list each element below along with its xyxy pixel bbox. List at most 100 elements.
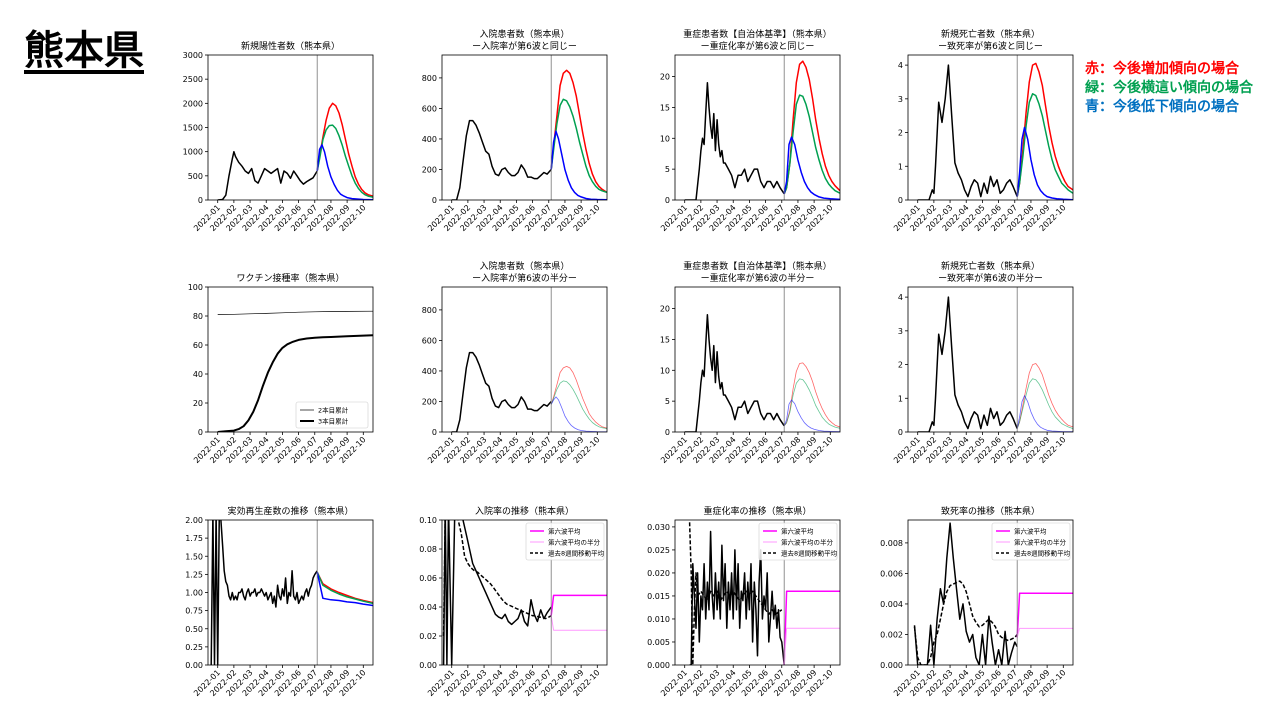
y-tick-label: 0.04 (419, 603, 437, 612)
series-line-blue (783, 136, 840, 200)
legend-label: 第六波平均 (548, 527, 581, 536)
chart-subtitle: ー重症化率が第6波の半分ー (701, 272, 815, 284)
y-tick-label: 0.10 (419, 516, 437, 525)
chart-hosp-rate: 入院率の推移（熊本県）0.000.020.040.060.080.102022-… (419, 505, 608, 698)
chart-title: 重症化率の推移（熊本県） (703, 505, 811, 517)
y-tick-label: 400 (422, 135, 437, 144)
y-tick-label: 0.025 (647, 546, 670, 555)
series-line-blue (783, 399, 840, 432)
plot-area (451, 69, 607, 200)
series-line-green (1016, 378, 1073, 429)
series-line-black (217, 310, 373, 315)
y-tick-label: 600 (422, 336, 437, 345)
series-line-blue (1016, 126, 1073, 200)
chart-title: 重症患者数【自治体基準】（熊本県） (683, 28, 832, 40)
legend-label: 第六波平均 (781, 527, 814, 536)
scenario-legend: 赤：今後増加傾向の場合 緑：今後横這い傾向の場合 青：今後低下傾向の場合 (1085, 60, 1253, 117)
y-tick-label: 0.002 (880, 630, 903, 639)
plot-area (442, 520, 607, 665)
y-tick-label: 0 (198, 196, 203, 205)
y-tick-label: 600 (422, 104, 437, 113)
chart-title: 入院患者数（熊本県） (479, 28, 569, 40)
chart-legend: 2本目累計 3本目累計 (295, 401, 369, 429)
legend-label: 過去8週間移動平均 (1014, 549, 1071, 558)
series-line-red (1016, 62, 1073, 197)
series-line-green (550, 98, 607, 194)
y-tick-label: 0.00 (419, 661, 437, 670)
series-line-black (684, 82, 785, 200)
y-tick-label: 0.030 (647, 523, 670, 532)
series-line-green (316, 571, 373, 605)
y-tick-label: 5 (665, 397, 670, 406)
chart-subtitle: ー重症化率が第6波と同じー (701, 40, 815, 52)
scenario-blue-note: 青：今後低下傾向の場合 (1085, 99, 1239, 115)
y-tick-label: 0.004 (880, 600, 903, 609)
y-tick-label: 3000 (183, 51, 203, 60)
series-line-blue (316, 572, 373, 607)
y-tick-label: 0.08 (419, 545, 437, 554)
y-tick-label: 0 (898, 196, 903, 205)
chart-subtitle: ー入院率が第6波の半分ー (472, 272, 577, 284)
y-tick-label: 0.006 (880, 569, 903, 578)
legend-label: 第六波平均の半分 (781, 538, 834, 547)
plot-frame (674, 286, 841, 433)
plot-frame (441, 286, 608, 433)
chart-title: 入院率の推移（熊本県） (475, 505, 574, 517)
y-tick-label: 3 (898, 95, 903, 104)
series-line-red (550, 365, 607, 429)
plot-area (917, 296, 1073, 432)
chart-title: 致死率の推移（熊本県） (941, 505, 1040, 517)
y-tick-label: 0.015 (647, 592, 670, 601)
y-tick-label: 40 (193, 370, 203, 379)
series-line-blue (550, 396, 607, 432)
plot-frame (207, 54, 374, 201)
chart-title: 新規死亡者数（熊本県） (941, 28, 1040, 40)
y-tick-label: 15 (660, 103, 670, 112)
y-tick-label: 800 (422, 74, 437, 83)
series-line-green (783, 94, 840, 195)
y-tick-label: 0.02 (419, 632, 437, 641)
y-tick-label: 2500 (183, 75, 203, 84)
series-line-green (783, 378, 840, 429)
y-tick-label: 1.00 (185, 589, 203, 598)
y-tick-label: 800 (422, 306, 437, 315)
series-line-red (316, 102, 373, 197)
y-tick-label: 1 (898, 162, 903, 171)
series-line-black (688, 522, 783, 665)
plot-frame (207, 519, 374, 666)
legend-label: 第六波平均 (1014, 527, 1047, 536)
legend-label: 3本目累計 (318, 417, 349, 426)
plot-frame (907, 286, 1074, 433)
series-line-green (316, 124, 373, 198)
series-line-pink (1016, 627, 1073, 638)
chart-title: 新規死亡者数（熊本県） (941, 260, 1040, 272)
y-tick-label: 20 (193, 399, 203, 408)
chart-title: 重症患者数【自治体基準】（熊本県） (683, 260, 832, 272)
plot-area (210, 520, 373, 665)
y-tick-label: 4 (898, 293, 903, 302)
series-line-red (783, 362, 840, 428)
series-line-black (451, 119, 552, 200)
chart-hosp-same: 入院患者数（熊本県）ー入院率が第6波と同じー02004006008002022-… (422, 28, 608, 233)
y-tick-label: 100 (188, 283, 203, 292)
y-tick-label: 0.75 (185, 607, 203, 616)
chart-hosp-half: 入院患者数（熊本県）ー入院率が第6波の半分ー02004006008002022-… (422, 260, 608, 465)
plot-frame (674, 519, 841, 666)
series-line-black (913, 522, 1018, 665)
chart-new-cases: 新規陽性者数（熊本県）0500100015002000250030002022-… (183, 40, 374, 233)
y-tick-label: 60 (193, 341, 203, 350)
y-tick-label: 1.50 (185, 552, 203, 561)
y-tick-label: 10 (660, 366, 670, 375)
chart-title: 実効再生産数の推移（熊本県） (227, 505, 353, 517)
scenario-green-note: 緑：今後横這い傾向の場合 (1085, 80, 1253, 96)
series-line-black (217, 334, 373, 432)
y-tick-label: 0.06 (419, 574, 437, 583)
chart-subtitle: ー致死率が第6波の半分ー (938, 272, 1043, 284)
y-tick-label: 0 (665, 196, 670, 205)
y-tick-label: 1.75 (185, 534, 203, 543)
chart-rt: 実効再生産数の推移（熊本県） 0.00 0.25 0.50 0.75 1.00 1.25 1.… (185, 505, 374, 698)
chart-death-same: 新規死亡者数（熊本県）ー致死率が第6波と同じー012342022-012022-… (892, 28, 1074, 233)
